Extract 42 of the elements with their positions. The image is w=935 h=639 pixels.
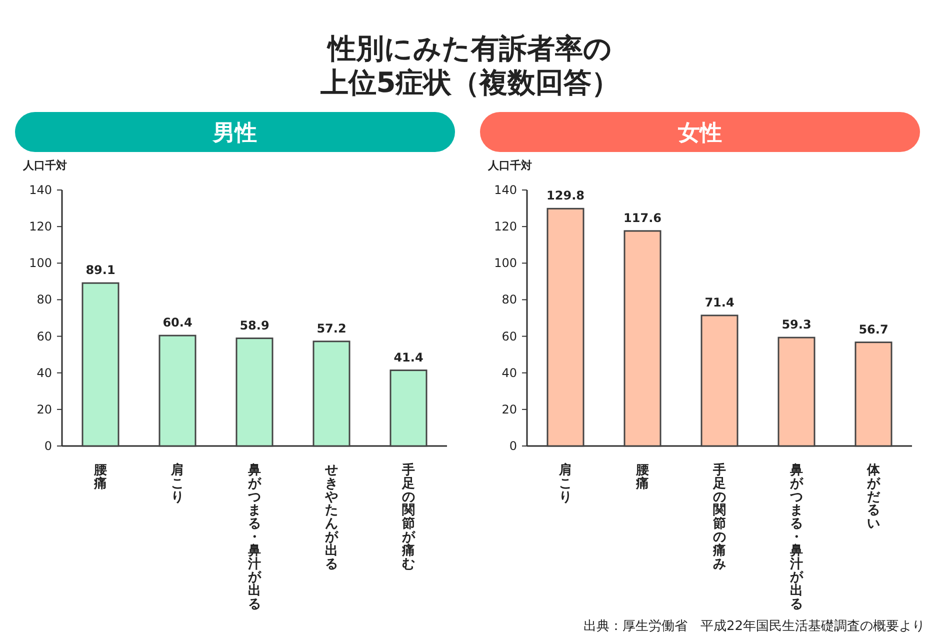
y-tick-label: 20 <box>502 402 517 416</box>
data-label: 117.6 <box>624 210 662 225</box>
source-note: 出典：厚生労働省 平成22年国民生活基礎調査の概要より <box>583 619 925 634</box>
y-tick-label: 120 <box>494 220 517 234</box>
x-tick-label: 腰痛 <box>94 463 107 492</box>
data-label: 129.8 <box>546 188 584 203</box>
data-label: 89.1 <box>86 263 116 278</box>
data-label: 58.9 <box>240 318 270 332</box>
y-tick-label: 0 <box>44 439 52 453</box>
y-tick-label: 80 <box>502 292 517 307</box>
y-tick-label: 140 <box>494 183 517 197</box>
y-tick-label: 100 <box>494 256 517 270</box>
data-label: 57.2 <box>316 321 346 336</box>
y-tick-label: 80 <box>36 292 52 307</box>
data-label: 56.7 <box>858 322 888 336</box>
y-tick-label: 0 <box>509 439 517 453</box>
x-tick-label: 肩こり <box>559 463 572 505</box>
x-tick-label: 手足の関節の痛み <box>713 463 726 572</box>
x-tick-label: せきやたんが出る <box>325 463 338 572</box>
x-tick-label: 肩こり <box>171 463 184 505</box>
y-axis-title: 人口千対 <box>487 159 532 172</box>
y-tick-label: 60 <box>36 329 52 344</box>
x-tick-label: 体がだるい <box>867 463 880 532</box>
y-tick-label: 120 <box>29 220 52 234</box>
y-axis-title: 人口千対 <box>22 159 67 172</box>
y-tick-label: 140 <box>29 183 52 197</box>
y-tick-label: 60 <box>502 329 517 344</box>
x-tick-label: 腰痛 <box>636 463 649 492</box>
data-label: 59.3 <box>782 318 812 332</box>
y-tick-label: 40 <box>36 366 52 380</box>
data-label: 41.4 <box>394 350 424 364</box>
data-label: 71.4 <box>704 295 734 310</box>
chart-subtitle: 女性 <box>677 121 722 146</box>
chart-subtitle: 男性 <box>212 121 257 146</box>
data-label: 60.4 <box>162 316 192 330</box>
chart-title: 性別にみた有訴者率の上位5症状（複数回答） <box>320 32 620 100</box>
x-tick-label: 鼻がつまる・鼻汁が出る <box>790 463 803 612</box>
y-tick-label: 20 <box>36 402 52 416</box>
y-tick-label: 100 <box>29 256 52 270</box>
y-tick-label: 40 <box>502 366 517 380</box>
x-tick-label: 手足の関節が痛む <box>402 463 415 572</box>
x-tick-label: 鼻がつまる・鼻汁が出る <box>248 463 261 612</box>
